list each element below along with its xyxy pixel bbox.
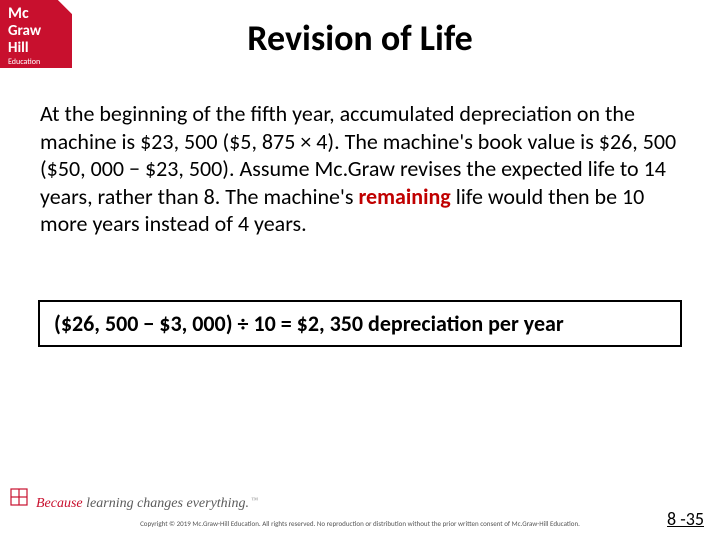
body-paragraph: At the beginning of the fifth year, accu… [40, 100, 680, 238]
page-number: 8 -35 [667, 508, 704, 530]
slide-title: Revision of Life [0, 16, 720, 60]
logo-corner-cut [58, 0, 86, 14]
tagline-rest: learning changes everything. [83, 496, 249, 511]
tagline: Because learning changes everything.™ [10, 488, 258, 512]
formula-text: ($26, 500 − $3, 000) ÷ 10 = $2, 350 depr… [54, 310, 564, 337]
tagline-tm: ™ [251, 496, 258, 504]
tagline-because: Because [36, 496, 83, 511]
formula-box: ($26, 500 − $3, 000) ÷ 10 = $2, 350 depr… [38, 300, 682, 347]
copyright-text: Copyright © 2019 Mc.Graw-Hill Education.… [0, 519, 720, 528]
paragraph-highlight: remaining [358, 183, 450, 210]
tagline-icon [10, 488, 28, 512]
tagline-text: Because learning changes everything.™ [36, 496, 258, 512]
